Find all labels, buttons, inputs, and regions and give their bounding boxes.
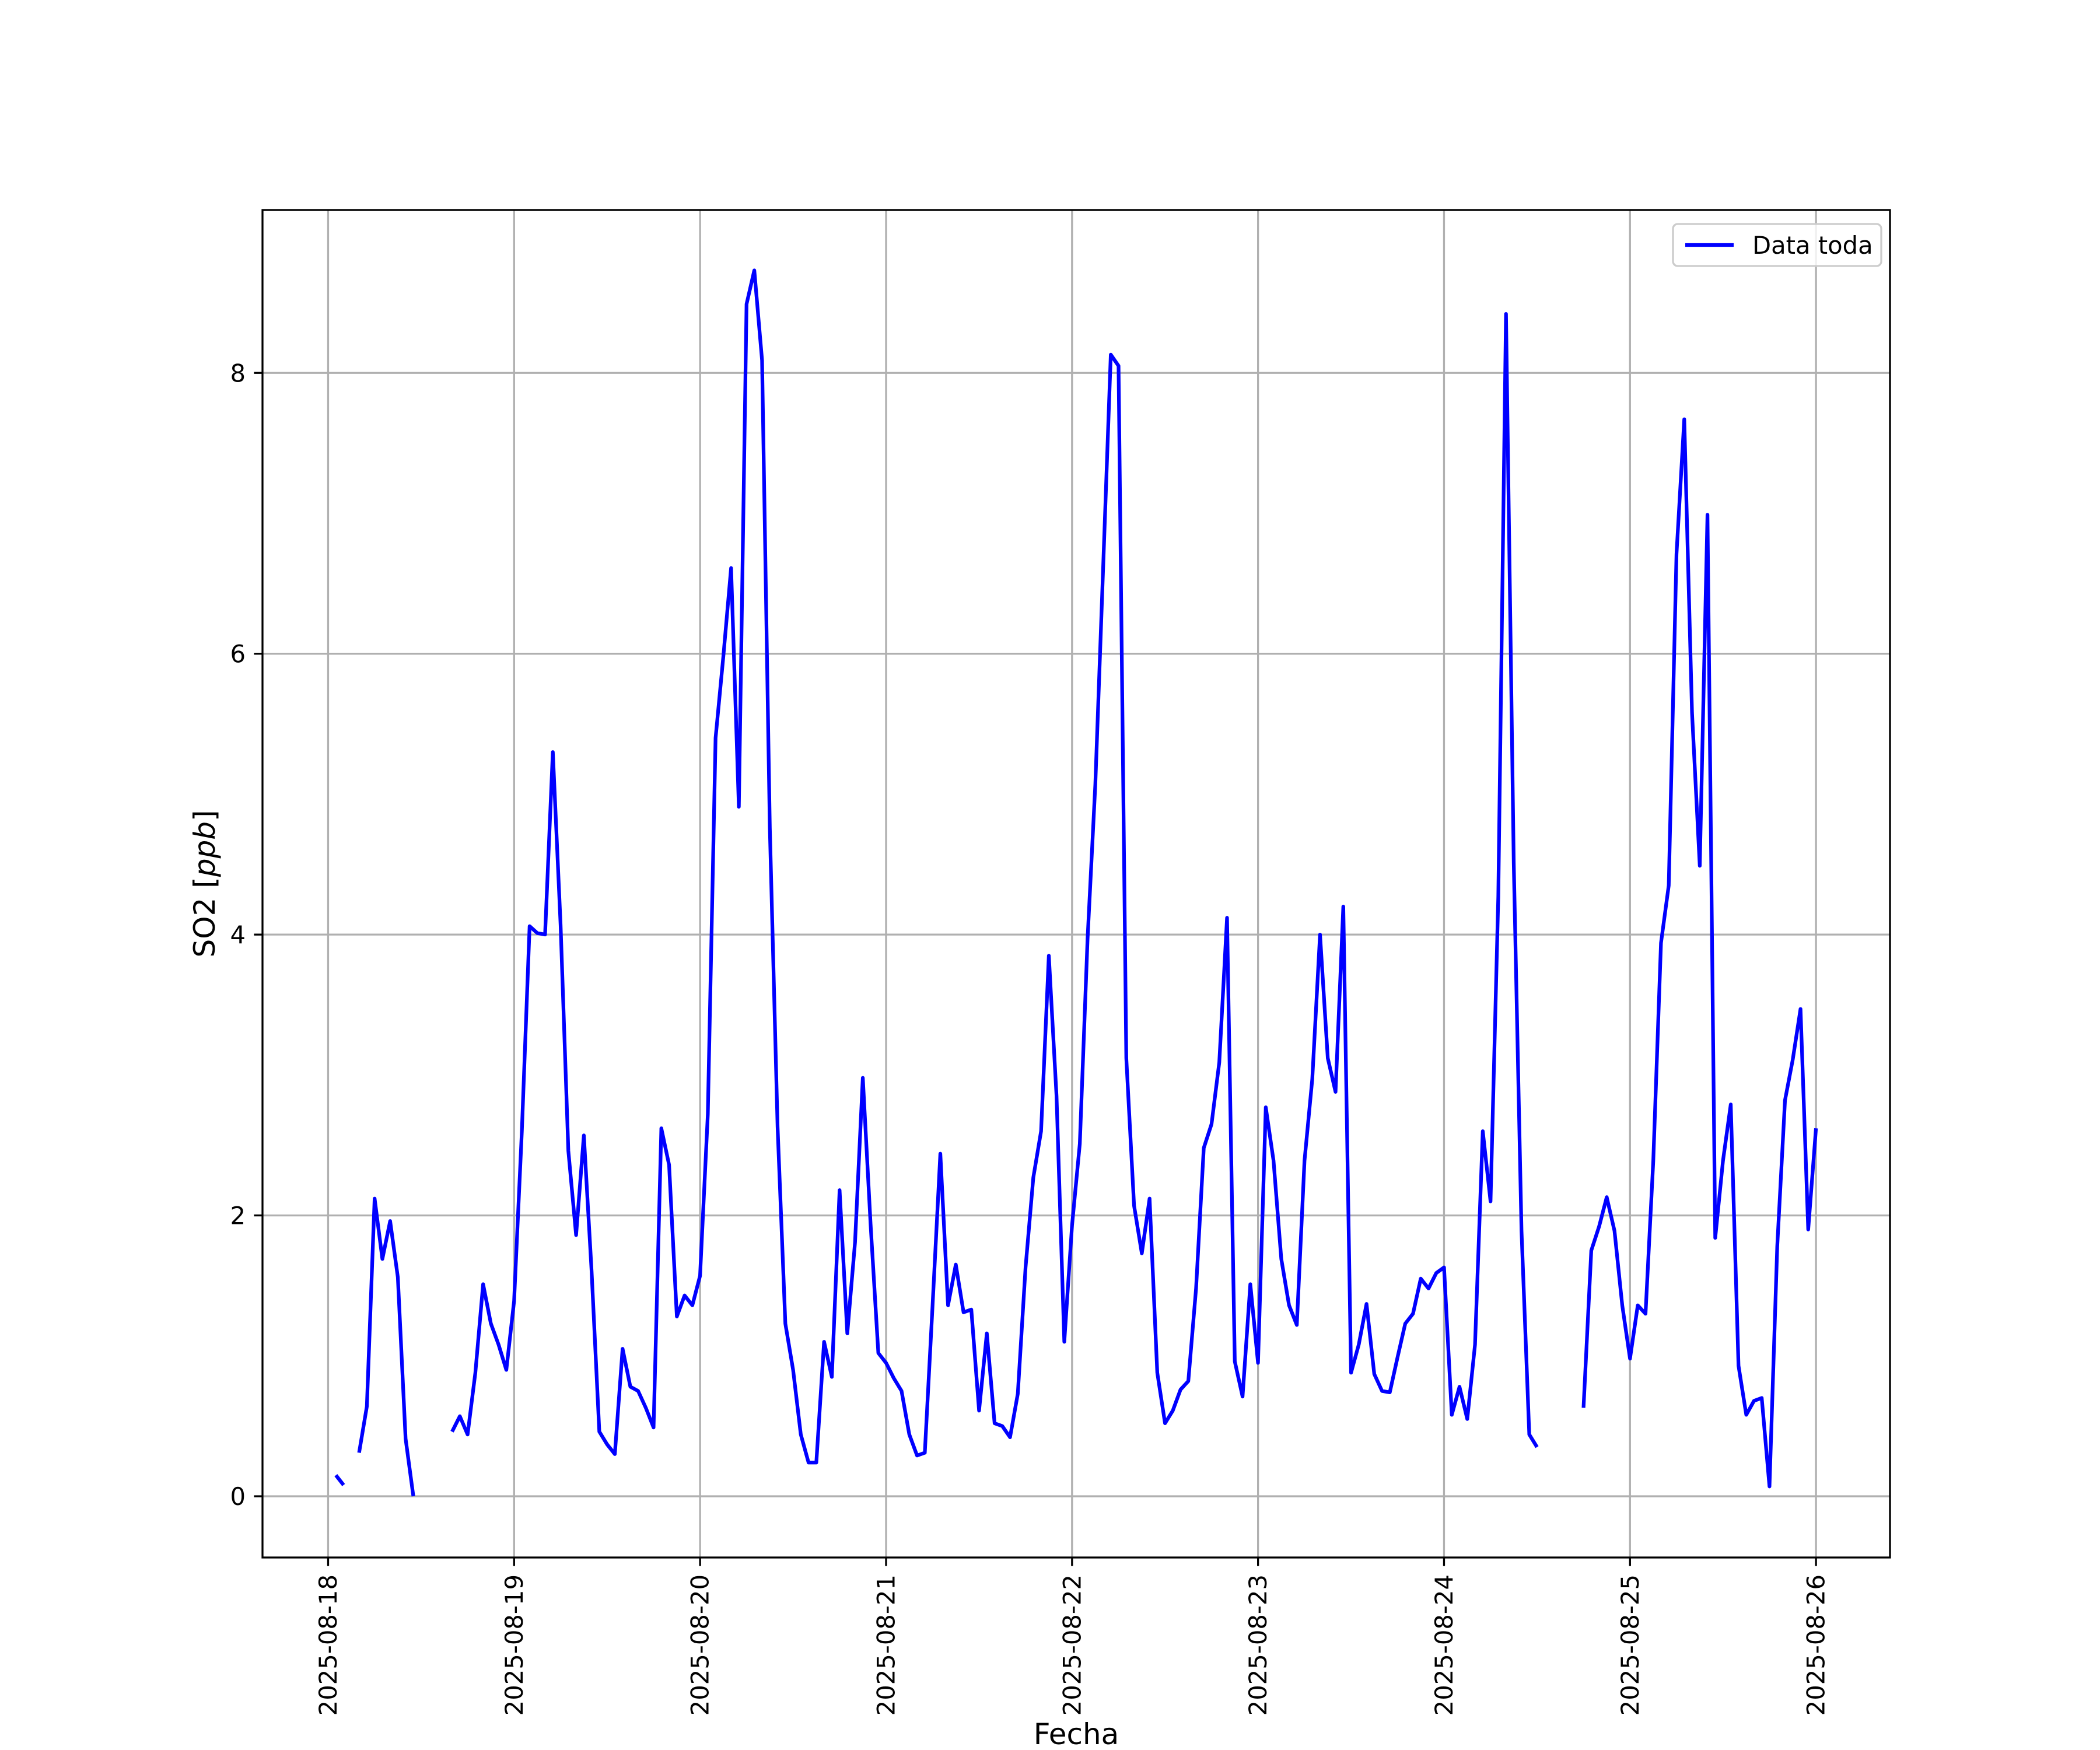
x-tick-label: 2025-08-25 bbox=[1616, 1574, 1644, 1716]
y-axis-label-close: ] bbox=[188, 810, 222, 821]
plot-area bbox=[262, 210, 1890, 1558]
x-tick-label: 2025-08-20 bbox=[686, 1574, 715, 1716]
y-axis-label-unit: ppb bbox=[188, 821, 222, 877]
x-tick-label: 2025-08-26 bbox=[1802, 1574, 1831, 1716]
x-tick-label: 2025-08-19 bbox=[500, 1574, 528, 1716]
x-tick-label: 2025-08-18 bbox=[314, 1574, 342, 1716]
y-axis-label: SO2 [ppb] bbox=[188, 810, 222, 957]
grid-lines bbox=[262, 210, 1890, 1558]
x-tick-label: 2025-08-24 bbox=[1430, 1574, 1458, 1716]
legend-frame bbox=[1672, 223, 1882, 267]
series-line-segment bbox=[1581, 417, 1818, 1489]
series-line-segment bbox=[357, 1196, 415, 1497]
x-axis-label: Fecha bbox=[1034, 1717, 1119, 1750]
series-lines bbox=[334, 268, 1818, 1497]
y-tick-label: 6 bbox=[230, 640, 246, 668]
x-tick-label: 2025-08-21 bbox=[872, 1574, 901, 1716]
y-tick-label: 2 bbox=[230, 1202, 246, 1230]
axes-frame bbox=[261, 209, 1891, 1559]
series-line-segment bbox=[334, 1474, 345, 1486]
x-tick-label: 2025-08-22 bbox=[1058, 1574, 1086, 1716]
y-tick-label: 8 bbox=[230, 359, 246, 387]
legend-label: Data toda bbox=[1752, 231, 1873, 260]
x-tick-label: 2025-08-23 bbox=[1244, 1574, 1272, 1716]
x-axis-ticks: 2025-08-18 2025-08-19 2025-08-20 2025-08-21… bbox=[314, 1558, 1831, 1716]
y-tick-label: 0 bbox=[230, 1482, 246, 1511]
y-axis-label-text: SO2 [ bbox=[188, 877, 222, 957]
legend: Data toda bbox=[1672, 223, 1882, 267]
y-axis-ticks: 0 2 4 6 8 bbox=[230, 359, 262, 1511]
y-tick-label: 4 bbox=[230, 921, 246, 949]
series-line-segment bbox=[450, 268, 1539, 1465]
